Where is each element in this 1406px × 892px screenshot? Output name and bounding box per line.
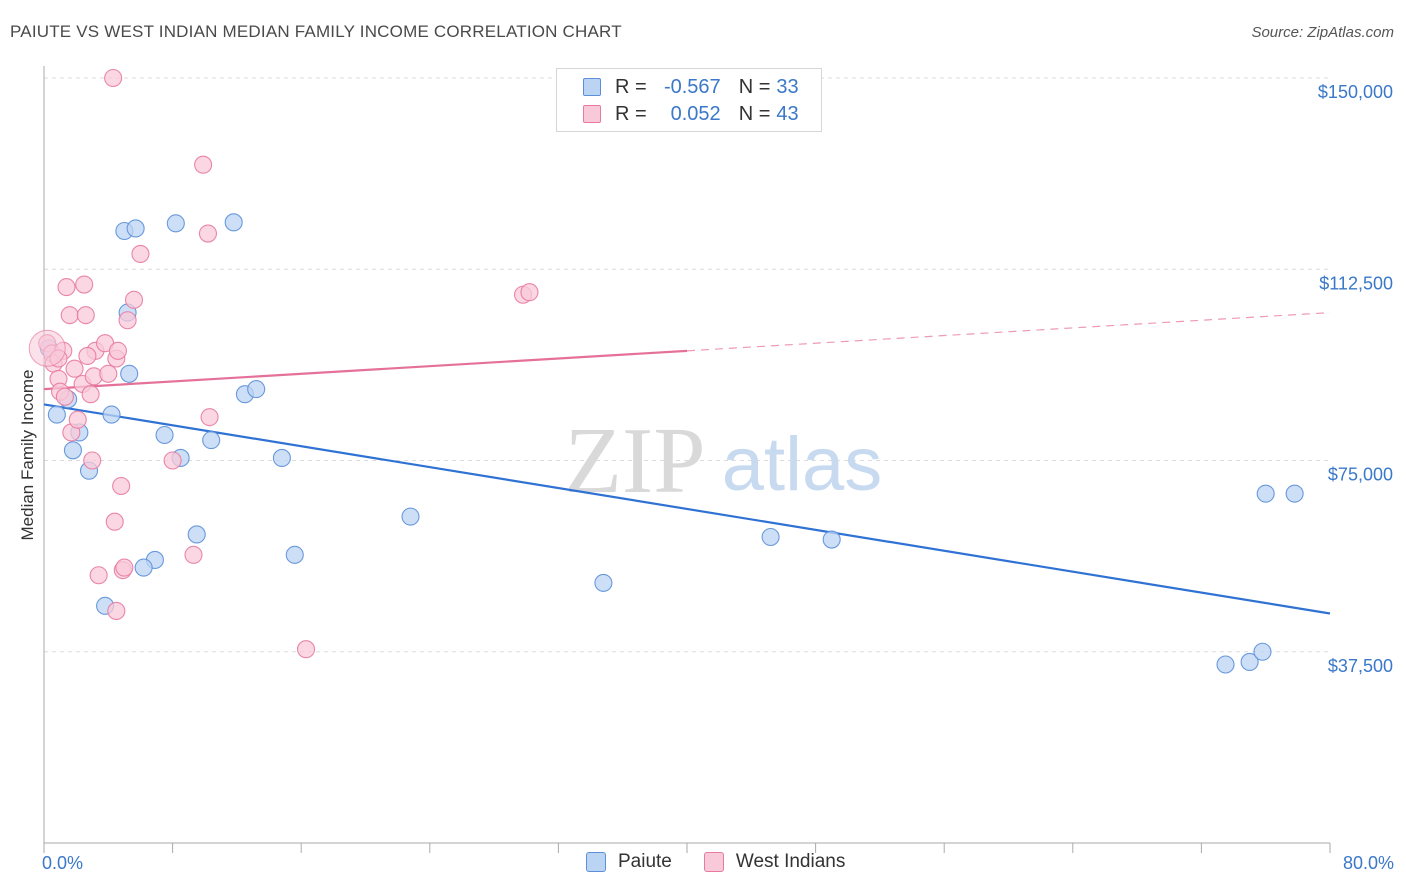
legend-r-value: 0.052: [670, 102, 721, 125]
point-paiute: [187, 525, 206, 544]
point-paiute: [1256, 484, 1275, 503]
legend-swatch-paiute: [583, 78, 601, 96]
point-paiute: [1216, 655, 1235, 674]
point-paiute: [1240, 652, 1259, 672]
y-tick-label: $37,500: [1328, 656, 1393, 676]
legend-n-label: N =: [738, 102, 771, 125]
series-legend-paiute[interactable]: Paiute: [586, 851, 672, 873]
point-paiute: [285, 545, 304, 564]
point-west-indians: [99, 364, 118, 383]
x-tick-label-right: 80.0%: [1343, 853, 1394, 873]
source-label: Source: ZipAtlas.com: [1251, 24, 1394, 41]
point-west-indians: [163, 451, 182, 470]
series-label-paiute: Paiute: [618, 851, 672, 872]
legend-n-value: 33: [776, 75, 799, 98]
trend-line: [43, 349, 688, 391]
point-west-indians: [68, 410, 87, 429]
legend-r-label: R =: [615, 102, 647, 125]
trend-lines: [43, 312, 1331, 615]
point-west-indians: [60, 306, 79, 325]
point-paiute: [202, 431, 221, 450]
y-axis-label: Median Family Income: [18, 369, 37, 540]
point-west-indians: [89, 566, 108, 585]
point-west-indians: [83, 451, 102, 470]
point-west-indians: [296, 640, 316, 659]
point-west-indians: [78, 346, 97, 366]
chart-title: PAIUTE VS WEST INDIAN MEDIAN FAMILY INCO…: [10, 22, 622, 41]
point-paiute: [1285, 484, 1304, 503]
point-west-indians: [200, 408, 219, 427]
series-label-west-indians: West Indians: [735, 851, 846, 872]
point-west-indians: [104, 68, 123, 88]
point-west-indians: [105, 512, 124, 531]
legend-n-label: N =: [738, 75, 771, 98]
point-paiute: [224, 213, 243, 232]
legend-n-value: 43: [776, 102, 799, 125]
point-paiute: [120, 364, 139, 383]
correlation-legend: R = -0.567 N = 33 R = 0.052 N = 43: [556, 68, 822, 132]
point-paiute: [761, 527, 780, 547]
data-points: [28, 68, 1304, 674]
point-paiute: [822, 530, 841, 549]
point-west-indians: [131, 244, 150, 263]
series-swatch-paiute: [586, 852, 606, 872]
point-paiute: [126, 219, 145, 238]
legend-swatch-west-indians: [583, 105, 601, 123]
y-tick-label: $75,000: [1328, 465, 1393, 485]
y-tick-labels: $150,000 $112,500 $75,000 $37,500: [1318, 82, 1393, 676]
trend-line-dashed: [686, 312, 1331, 352]
point-west-indians: [520, 283, 539, 302]
point-paiute: [63, 441, 82, 460]
point-west-indians: [198, 224, 218, 243]
point-paiute: [166, 214, 185, 233]
legend-r-value: -0.567: [663, 75, 721, 98]
point-west-indians: [184, 545, 203, 564]
grid-lines: [44, 77, 1330, 653]
point-west-indians: [76, 306, 95, 325]
y-tick-label: $112,500: [1319, 273, 1393, 293]
series-swatch-west-indians: [703, 852, 724, 872]
series-legend: Paiute West Indians: [586, 851, 877, 873]
watermark: ZIP atlas: [565, 409, 883, 513]
point-west-indians: [55, 387, 74, 406]
series-legend-west-indians[interactable]: West Indians: [703, 851, 846, 873]
point-west-indians: [81, 385, 100, 404]
point-west-indians: [57, 278, 76, 297]
point-west-indians: [108, 341, 127, 360]
point-west-indians-cluster: [28, 329, 66, 367]
point-paiute: [134, 558, 153, 577]
point-west-indians: [75, 275, 94, 294]
point-west-indians: [115, 558, 134, 577]
legend-row-paiute: R = -0.567 N = 33: [583, 73, 799, 101]
point-west-indians: [65, 359, 84, 378]
trend-line: [43, 403, 1331, 615]
point-west-indians: [112, 476, 131, 496]
x-tick-label-left: 0.0%: [42, 853, 83, 873]
point-west-indians: [107, 601, 126, 621]
y-tick-label: $150,000: [1318, 82, 1393, 102]
point-paiute: [272, 448, 291, 468]
legend-r-label: R =: [615, 75, 647, 98]
point-paiute: [102, 405, 121, 424]
point-west-indians: [194, 155, 213, 174]
axes: [43, 66, 1331, 853]
point-paiute: [247, 380, 266, 399]
point-paiute: [155, 425, 174, 445]
point-west-indians: [124, 290, 144, 309]
point-paiute: [47, 405, 66, 424]
point-paiute: [594, 573, 613, 592]
point-paiute: [401, 507, 420, 526]
watermark-zip: ZIP: [565, 409, 706, 513]
point-west-indians: [118, 311, 137, 330]
watermark-atlas: atlas: [722, 422, 883, 507]
point-paiute: [1253, 642, 1272, 661]
x-tick-labels: 0.0% 80.0%: [42, 853, 1394, 873]
legend-row-west-indians: R = 0.052 N = 43: [583, 100, 799, 128]
